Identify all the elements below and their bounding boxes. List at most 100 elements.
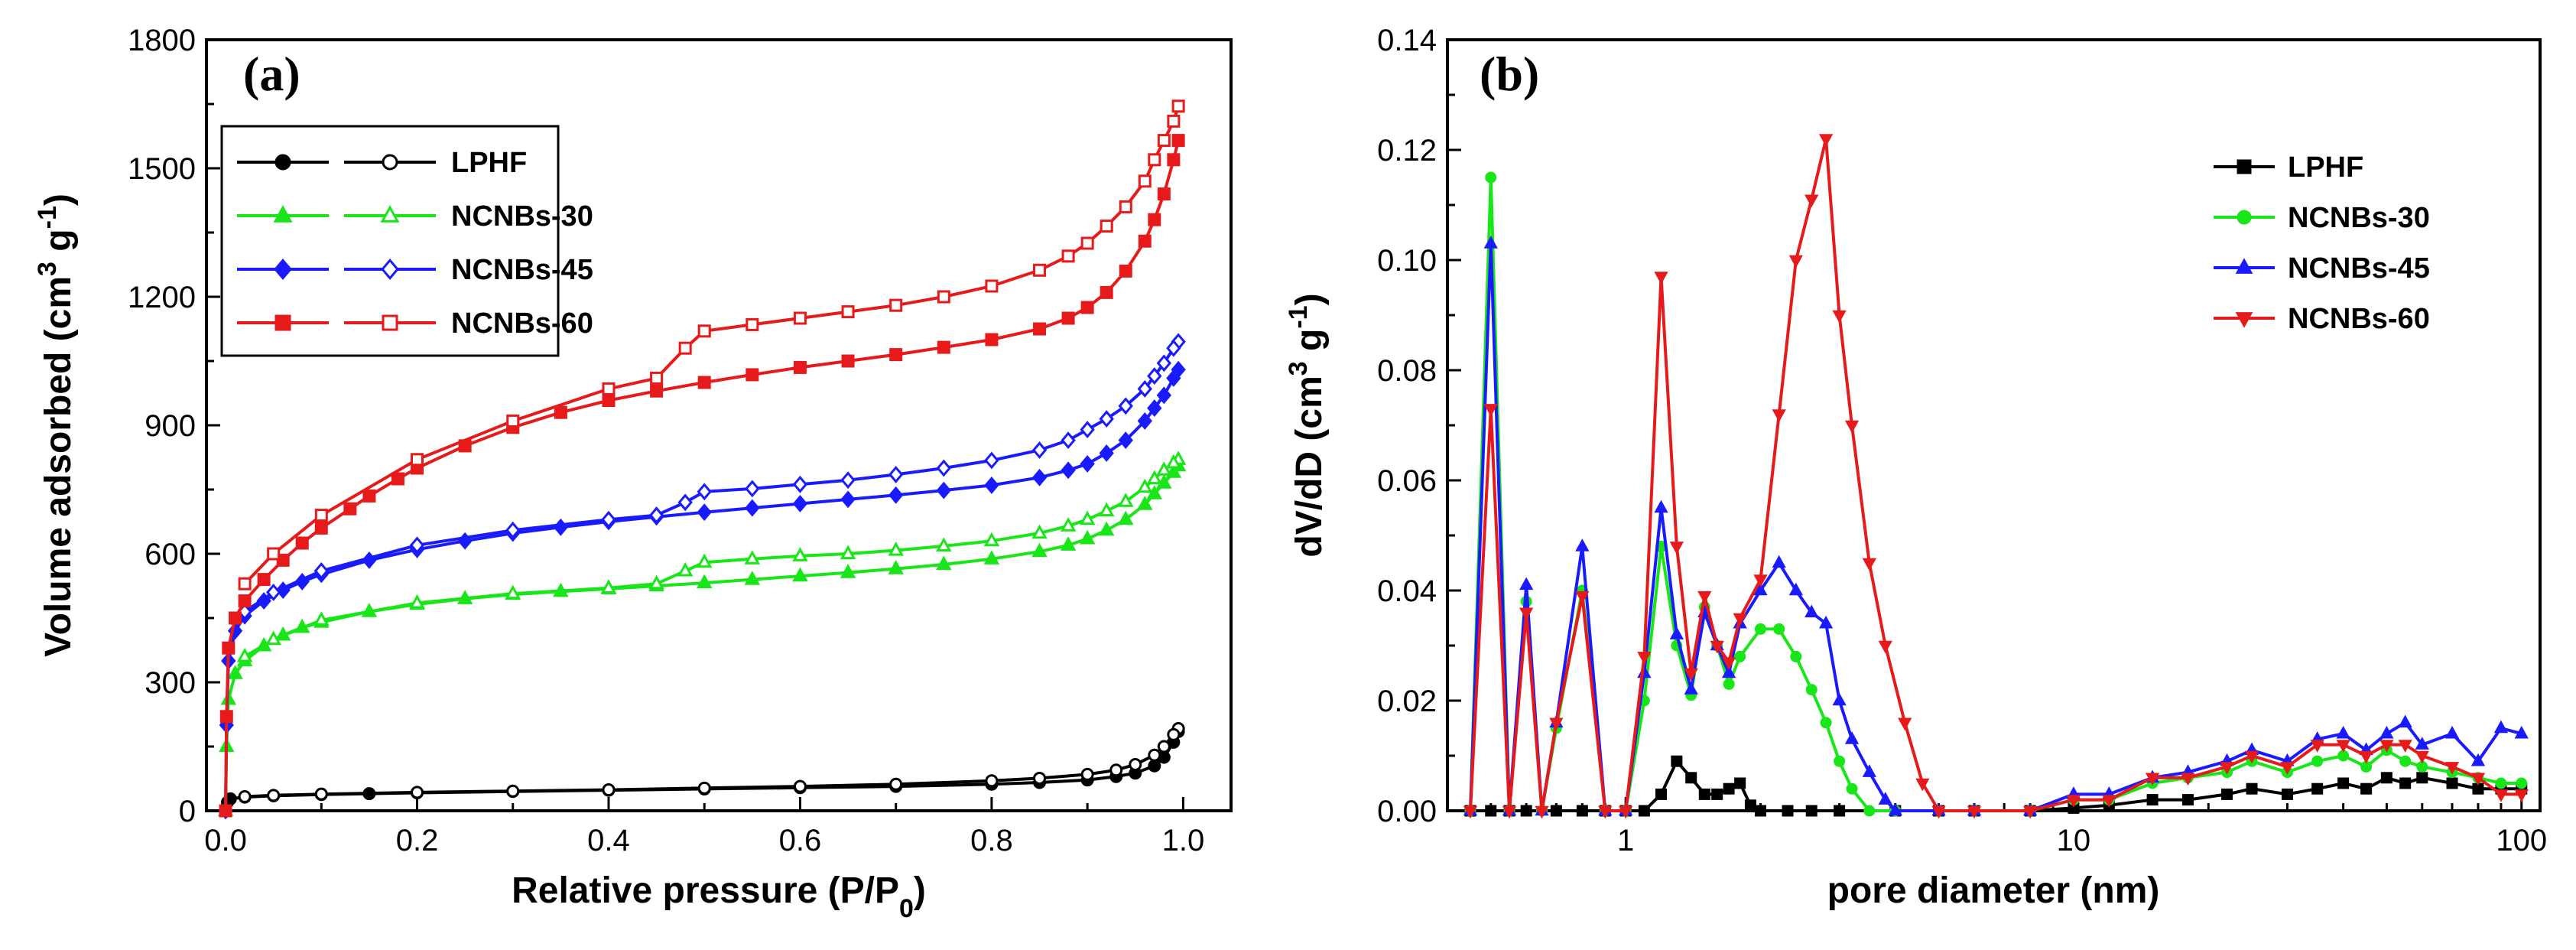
desorption-point: [936, 537, 952, 552]
data-point: [1520, 805, 1532, 817]
adsorption-point: [274, 626, 291, 641]
data-point: [1754, 805, 1766, 817]
panel-a-legend-item: NCNBs-30: [237, 200, 593, 233]
panel-b-x-tick-label: 10: [2057, 824, 2091, 857]
adsorption-point: [457, 532, 473, 550]
desorption-point: [601, 510, 616, 529]
adsorption-point: [983, 550, 1000, 564]
data-point: [1483, 236, 1498, 249]
desorption-point: [602, 783, 616, 797]
legend-marker-open: [381, 258, 399, 281]
data-point: [2360, 782, 2373, 795]
desorption-point: [265, 583, 281, 601]
adsorption-point: [294, 572, 310, 590]
panel-a-axes: 0.0 0.2 0.4 0.6 0.8 1.0 0 300 600 900 1200 1500 1800: [128, 24, 1204, 857]
adsorption-point: [1118, 510, 1134, 525]
panel-b-series: [1463, 134, 2529, 819]
legend-marker: [2235, 258, 2253, 274]
adsorption-point: [361, 603, 378, 617]
data-point: [1915, 778, 1930, 792]
adsorption-point: [391, 472, 404, 486]
adsorption-point: [1080, 301, 1094, 314]
adsorption-point: [985, 333, 999, 346]
data-point: [2444, 762, 2460, 775]
data-point: [1782, 805, 1794, 817]
adsorption-point: [746, 368, 759, 382]
data-point: [2493, 789, 2509, 802]
adsorption-point: [696, 574, 713, 589]
data-point: [1878, 792, 1892, 805]
adsorption-point: [936, 481, 951, 499]
desorption-point: [1080, 421, 1095, 439]
data-point: [1733, 613, 1747, 626]
desorption-point: [411, 786, 424, 799]
desorption-point: [1156, 461, 1172, 476]
panel-a-x-axis-title: Relative pressure (P/P0): [512, 870, 926, 923]
desorption-point: [937, 290, 950, 304]
legend-label: NCNBs-30: [2288, 202, 2430, 234]
desorption-point: [696, 553, 713, 568]
legend-marker-open: [382, 154, 398, 171]
desorption-point: [1156, 354, 1172, 373]
desorption-point: [1167, 114, 1181, 128]
adsorption-point: [1137, 496, 1153, 510]
legend-marker-open: [382, 314, 398, 331]
panel-b-series-ncnbs-60: [1463, 134, 2529, 819]
adsorption-point: [1171, 134, 1185, 148]
adsorption-point: [889, 348, 903, 362]
desorption-point: [1118, 493, 1134, 507]
data-point: [1862, 764, 1876, 777]
desorption-point: [1146, 470, 1163, 485]
panel-a-y-tick-label: 300: [145, 666, 196, 700]
adsorption-point: [275, 581, 291, 600]
panel-a-series-ncnbs-45: [218, 333, 1186, 820]
adsorption-point: [1156, 474, 1172, 489]
desorption-point: [1080, 236, 1094, 250]
data-point: [1684, 682, 1698, 695]
desorption-point: [409, 594, 425, 609]
desorption-point: [1099, 410, 1114, 428]
adsorption-point: [937, 340, 950, 354]
data-point: [1550, 805, 1562, 817]
adsorption-point: [650, 384, 664, 398]
data-point: [1846, 782, 1858, 795]
desorption-point: [1033, 771, 1047, 785]
legend-label: NCNBs-60: [451, 307, 593, 340]
data-point: [1878, 640, 1892, 654]
data-point: [1654, 499, 1668, 513]
data-point: [1788, 255, 1803, 268]
data-point: [2220, 762, 2234, 775]
data-point: [1744, 799, 1756, 812]
desorption-point: [744, 550, 761, 564]
adsorption-point: [362, 489, 376, 503]
panel-b-y-tick-label: 0.10: [1377, 244, 1437, 278]
panel-a-x-tick-label: 0.0: [204, 824, 247, 857]
desorption-point: [1157, 134, 1171, 148]
adsorption-point: [1171, 360, 1186, 379]
data-point: [2359, 750, 2373, 764]
data-point: [1697, 590, 1712, 604]
desorption-point: [889, 298, 903, 312]
data-point: [2446, 777, 2458, 789]
data-point: [1502, 805, 1517, 819]
desorption-point: [889, 777, 903, 791]
data-point: [1721, 657, 1736, 670]
adsorption-point: [256, 592, 271, 610]
adsorption-point: [984, 476, 999, 494]
adsorption-point: [227, 665, 243, 679]
panel-a-x-tick-label: 0.8: [970, 824, 1013, 857]
data-point: [1844, 420, 1860, 434]
data-point: [1832, 692, 1847, 706]
data-point: [1863, 805, 1876, 817]
data-point: [1844, 731, 1860, 744]
desorption-point: [793, 779, 807, 793]
desorption-point: [1119, 200, 1132, 213]
adsorption-point: [1080, 454, 1095, 473]
data-point: [1519, 577, 1534, 590]
data-point: [2337, 777, 2350, 789]
data-point: [2310, 740, 2324, 753]
data-point: [2493, 720, 2509, 734]
desorption-point: [746, 317, 759, 331]
data-point: [2146, 794, 2159, 806]
desorption-point: [650, 371, 664, 385]
